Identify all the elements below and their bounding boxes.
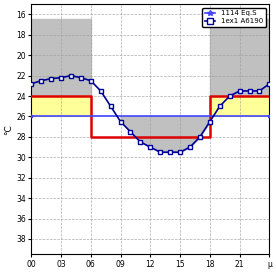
Y-axis label: °C: °C (4, 124, 13, 135)
Legend: 1114 Eq.S, 1ex1 A6190: 1114 Eq.S, 1ex1 A6190 (202, 8, 266, 27)
